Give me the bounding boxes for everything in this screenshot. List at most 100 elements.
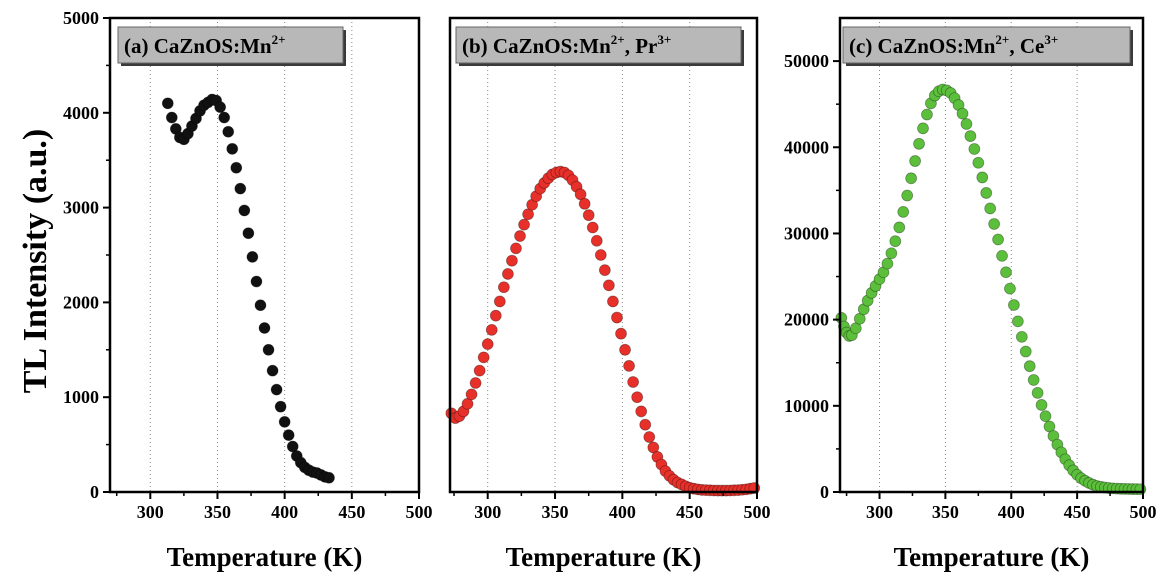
- x-tick-label: 450: [338, 502, 365, 522]
- data-point: [647, 441, 660, 454]
- y-tick-label: 20000: [784, 310, 829, 330]
- data-point: [286, 440, 299, 453]
- data-point: [964, 130, 977, 142]
- data-point: [615, 327, 627, 340]
- data-point: [165, 111, 178, 124]
- data-point: [992, 233, 1004, 246]
- data-point: [1004, 282, 1016, 295]
- x-axis-title: Temperature (K): [167, 542, 363, 572]
- data-point: [1019, 345, 1032, 358]
- data-point: [897, 206, 910, 218]
- y-tick-label: 5000: [63, 8, 99, 28]
- data-point: [461, 397, 474, 410]
- data-point: [258, 322, 271, 334]
- data-point: [905, 172, 918, 185]
- data-point: [262, 343, 275, 356]
- data-point: [522, 208, 534, 221]
- data-point: [246, 250, 259, 263]
- x-tick-label: 450: [676, 502, 703, 522]
- panel-c: 300 350 400 450 500 0 10000 20000 30000 40000 5000…: [784, 16, 1157, 572]
- data-point: [643, 431, 656, 443]
- y-axis-title: TL Intensity (a.u.): [17, 129, 54, 394]
- data-point: [972, 156, 985, 169]
- x-axis-title: Temperature (K): [506, 542, 702, 572]
- data-point: [497, 281, 510, 294]
- panel-label-box: (a) CaZnOS:Mn2+: [117, 26, 346, 66]
- data-point: [893, 221, 906, 234]
- data-point: [598, 264, 611, 277]
- data-point: [917, 122, 929, 135]
- data-point: [1039, 410, 1052, 423]
- x-tick-label: 350: [542, 502, 569, 522]
- data-point: [485, 323, 498, 336]
- data-point: [607, 295, 619, 308]
- y-tick-label: 2000: [63, 292, 99, 312]
- data-point: [510, 242, 522, 255]
- data-point: [885, 247, 898, 260]
- data-point: [639, 418, 652, 431]
- data-point: [988, 218, 1001, 230]
- panel-a: 300 350 400 450 500010002000300040005000Temp…: [63, 8, 433, 572]
- y-tick-label: 0: [820, 482, 829, 502]
- panel-label-box: (b) CaZnOS:Mn2+, Pr3+: [455, 26, 744, 66]
- data-point: [501, 268, 514, 280]
- data-point: [921, 108, 933, 121]
- data-point: [161, 97, 174, 110]
- data-point: [901, 189, 914, 202]
- data-point: [590, 234, 603, 247]
- data-point: [465, 388, 478, 401]
- data-point: [477, 351, 490, 364]
- data-point: [611, 311, 623, 324]
- x-tick-label: 300: [474, 502, 501, 522]
- data-point: [913, 137, 925, 150]
- data-point: [582, 209, 595, 222]
- data-point: [254, 299, 267, 312]
- data-point: [1007, 299, 1020, 311]
- data-point: [1000, 266, 1012, 279]
- data-point: [242, 227, 255, 240]
- data-point: [278, 415, 291, 428]
- panel-b: 300 350 400 450 500 Temperature (K) (b) CaZnOS…: [445, 16, 771, 572]
- data-point: [230, 161, 243, 174]
- y-tick-label: 10000: [784, 396, 829, 416]
- y-tick-label: 50000: [784, 51, 829, 71]
- data-point: [602, 279, 615, 292]
- y-tick-label: 4000: [63, 103, 99, 123]
- data-point: [1031, 386, 1044, 399]
- x-tick-label: 300: [866, 502, 893, 522]
- panel-label: (a) CaZnOS:Mn2+: [124, 32, 286, 58]
- x-tick-label: 500: [1130, 502, 1157, 522]
- data-point: [586, 221, 599, 234]
- x-tick-label: 300: [137, 502, 164, 522]
- plot-frame: [108, 16, 421, 494]
- plot-frame: [838, 16, 1145, 494]
- data-point: [473, 364, 486, 377]
- x-tick-label: 500: [406, 502, 433, 522]
- x-tick-label: 400: [609, 502, 636, 522]
- x-tick-label: 350: [932, 502, 959, 522]
- data-point: [481, 338, 494, 351]
- data-point: [574, 188, 587, 201]
- x-tick-label: 450: [1064, 502, 1091, 522]
- x-tick-label: 350: [204, 502, 231, 522]
- data-point: [506, 254, 518, 267]
- data-point: [960, 118, 973, 130]
- plot-frame: [448, 16, 759, 494]
- data-point: [909, 155, 921, 167]
- data-point: [889, 235, 902, 248]
- data-point: [1011, 315, 1024, 328]
- data-point: [594, 249, 607, 261]
- y-tick-label: 30000: [784, 223, 829, 243]
- data-point: [222, 125, 235, 138]
- data-point: [996, 249, 1008, 262]
- data-point: [631, 391, 644, 404]
- panel-label: (c) CaZnOS:Mn2+, Ce3+: [849, 32, 1058, 58]
- data-point: [1015, 330, 1028, 343]
- y-tick-label: 3000: [63, 198, 99, 218]
- data-point: [881, 257, 894, 270]
- x-tick-label: 400: [998, 502, 1025, 522]
- data-point: [250, 275, 263, 288]
- data-point: [266, 364, 279, 377]
- y-tick-label: 1000: [63, 387, 99, 407]
